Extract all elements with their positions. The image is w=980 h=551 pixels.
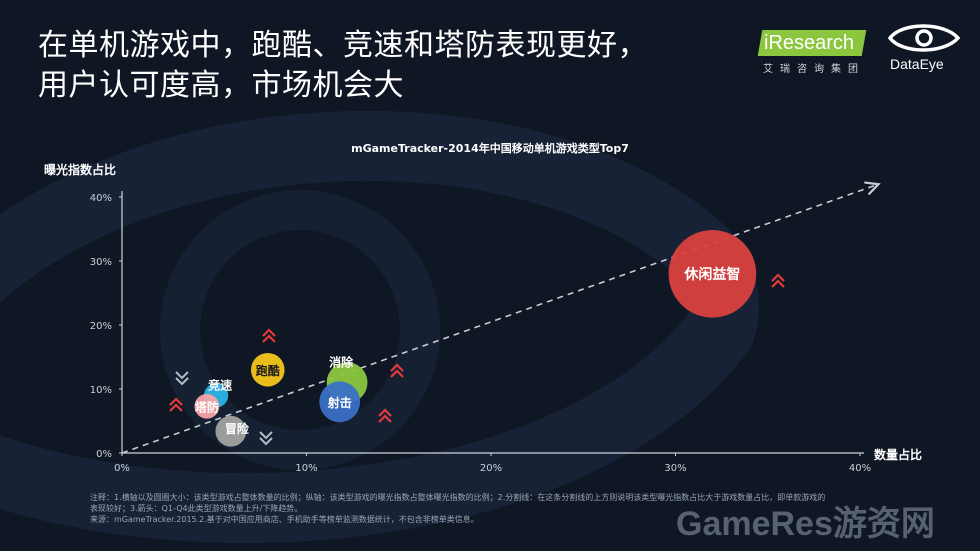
trend-up-chevron-2 (771, 279, 785, 288)
dataeye-logo: DataEye (886, 20, 966, 76)
footnote-source: 来源：mGameTracker.2015.2.基于对中国应用商店、手机助手等榜单… (90, 515, 479, 524)
x-tick-label: 30% (664, 463, 686, 474)
headline: 在单机游戏中，跑酷、竞速和塔防表现更好， 用户认可度高，市场机会大 (38, 26, 648, 106)
trend-arrow-塔防 (169, 397, 183, 412)
bubble-label: 冒险 (225, 421, 250, 436)
x-tick-label: 40% (849, 463, 871, 474)
gameres-watermark: GameRes游资网 (676, 505, 935, 543)
bubble-射击 (319, 381, 361, 423)
bubble-冒险 (215, 415, 247, 447)
dataeye-logo-name: DataEye (890, 56, 944, 72)
trend-arrow-消除 (390, 363, 404, 378)
trend-up-chevron-1 (378, 408, 392, 417)
x-tick-label: 0% (114, 463, 130, 474)
iresearch-logo-name: iResearch (764, 32, 855, 54)
bubble-label: 塔防 (195, 399, 219, 414)
bubble-label: 射击 (327, 395, 352, 410)
y-axis-title: 曝光指数占比 (44, 162, 116, 177)
trend-up-chevron-2 (390, 369, 404, 378)
iresearch-logo-subtitle: 艾瑞咨询集团 (763, 64, 865, 75)
y-tick-label: 20% (90, 321, 112, 332)
x-tick-label: 20% (480, 463, 502, 474)
trend-up-chevron-2 (169, 403, 183, 412)
trend-up-chevron-2 (262, 334, 276, 343)
dataeye-eye-icon (887, 24, 961, 52)
x-axis-title: 数量占比 (874, 447, 922, 462)
trend-up-chevron-2 (378, 414, 392, 423)
trend-arrow-休闲益智 (771, 273, 785, 288)
bubble-塔防 (194, 393, 220, 419)
chart-title: mGameTracker-2014年中国移动单机游戏类型Top7 (351, 142, 629, 155)
trend-up-chevron-1 (262, 328, 276, 337)
trend-arrow-跑酷 (262, 328, 276, 343)
bubble-跑酷 (250, 353, 285, 387)
headline-line-2: 用户认可度高，市场机会大 (38, 68, 404, 103)
headline-line-1: 在单机游戏中，跑酷、竞速和塔防表现更好， (38, 28, 648, 63)
trend-arrow-冒险 (259, 431, 273, 446)
iresearch-logo: iResearch 艾瑞咨询集团 (757, 24, 870, 76)
footnote-line-2: 表现较好；3.箭头：Q1-Q4此类型游戏数量上升/下降趋势。 (90, 504, 303, 513)
bubble-label: 跑酷 (256, 363, 280, 378)
y-tick-label: 10% (90, 385, 112, 396)
bubble-label: 消除 (329, 355, 354, 370)
trend-arrow-竞速 (175, 371, 189, 386)
y-tick-label: 0% (96, 449, 112, 460)
trend-down-chevron-2 (259, 437, 273, 446)
trend-up-chevron-1 (169, 397, 183, 406)
trend-up-chevron-1 (771, 273, 785, 282)
bubble-label: 休闲益智 (683, 266, 740, 283)
trend-up-chevron-1 (390, 363, 404, 372)
y-tick-label: 40% (90, 193, 112, 204)
trend-down-chevron-2 (175, 377, 189, 386)
trend-down-chevron-1 (259, 431, 273, 440)
bubble-label: 竞速 (208, 377, 232, 392)
bubble-休闲益智 (668, 229, 757, 318)
y-tick-label: 30% (90, 257, 112, 268)
reference-dashed-line (121, 184, 878, 454)
footnote-line-1: 注释：1.横轴以及圆圈大小：该类型游戏占整体数量的比例；纵轴：该类型游戏的曝光指… (90, 493, 826, 502)
chart-footnote: 注释：1.横轴以及圆圈大小：该类型游戏占整体数量的比例；纵轴：该类型游戏的曝光指… (90, 492, 870, 525)
x-tick-label: 10% (295, 463, 317, 474)
trend-arrow-射击 (378, 408, 392, 423)
trend-down-chevron-1 (175, 371, 189, 380)
